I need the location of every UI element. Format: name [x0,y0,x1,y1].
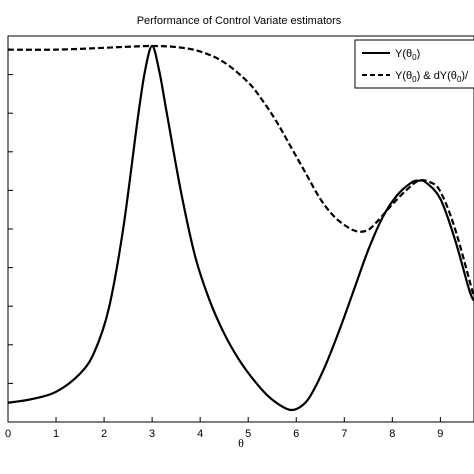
legend-box [354,39,474,89]
legend: Y(θ0) Y(θ0) & dY(θ0)/ [354,39,474,89]
x-axis-ticks [7,417,441,422]
legend-label-series-1-subscript: 0 [412,53,417,62]
legend-label-series-2-subscript-1: 0 [412,75,417,84]
legend-label-series-2-part-3: )/ [461,70,469,82]
x-axis-label: θ [238,436,244,450]
x-tick-label-2: 2 [101,428,107,440]
x-tick-label-7: 7 [341,428,347,440]
x-tick-label-6: 6 [293,428,299,440]
y-axis-ticks [8,35,13,423]
series-layer [7,44,474,412]
x-tick-label-1: 1 [53,428,59,440]
legend-label-series-1-part-2: ) [417,48,421,60]
series-line-1-solid [7,44,474,412]
x-tick-label-9: 9 [437,428,443,440]
x-tick-label-0: 0 [5,428,11,440]
series-line-2-dashed [7,44,474,298]
x-tick-label-3: 3 [149,428,155,440]
legend-label-series-1: Y(θ0) [395,48,420,62]
chart-title: Performance of Control Variate estimator… [137,15,342,27]
legend-label-series-2-part-1: Y(θ [395,70,412,82]
legend-label-series-1-part-1: Y(θ [395,48,412,60]
legend-label-series-2-subscript-2: 0 [457,75,462,84]
x-tick-label-8: 8 [389,428,395,440]
x-tick-label-5: 5 [245,428,251,440]
x-axis-tick-labels: 0 1 2 3 4 5 6 7 8 9 [5,428,443,440]
x-tick-label-4: 4 [197,428,203,440]
legend-label-series-2: Y(θ0) & dY(θ0)/ [395,70,469,84]
legend-label-series-2-part-2: ) & dY(θ [417,70,457,82]
